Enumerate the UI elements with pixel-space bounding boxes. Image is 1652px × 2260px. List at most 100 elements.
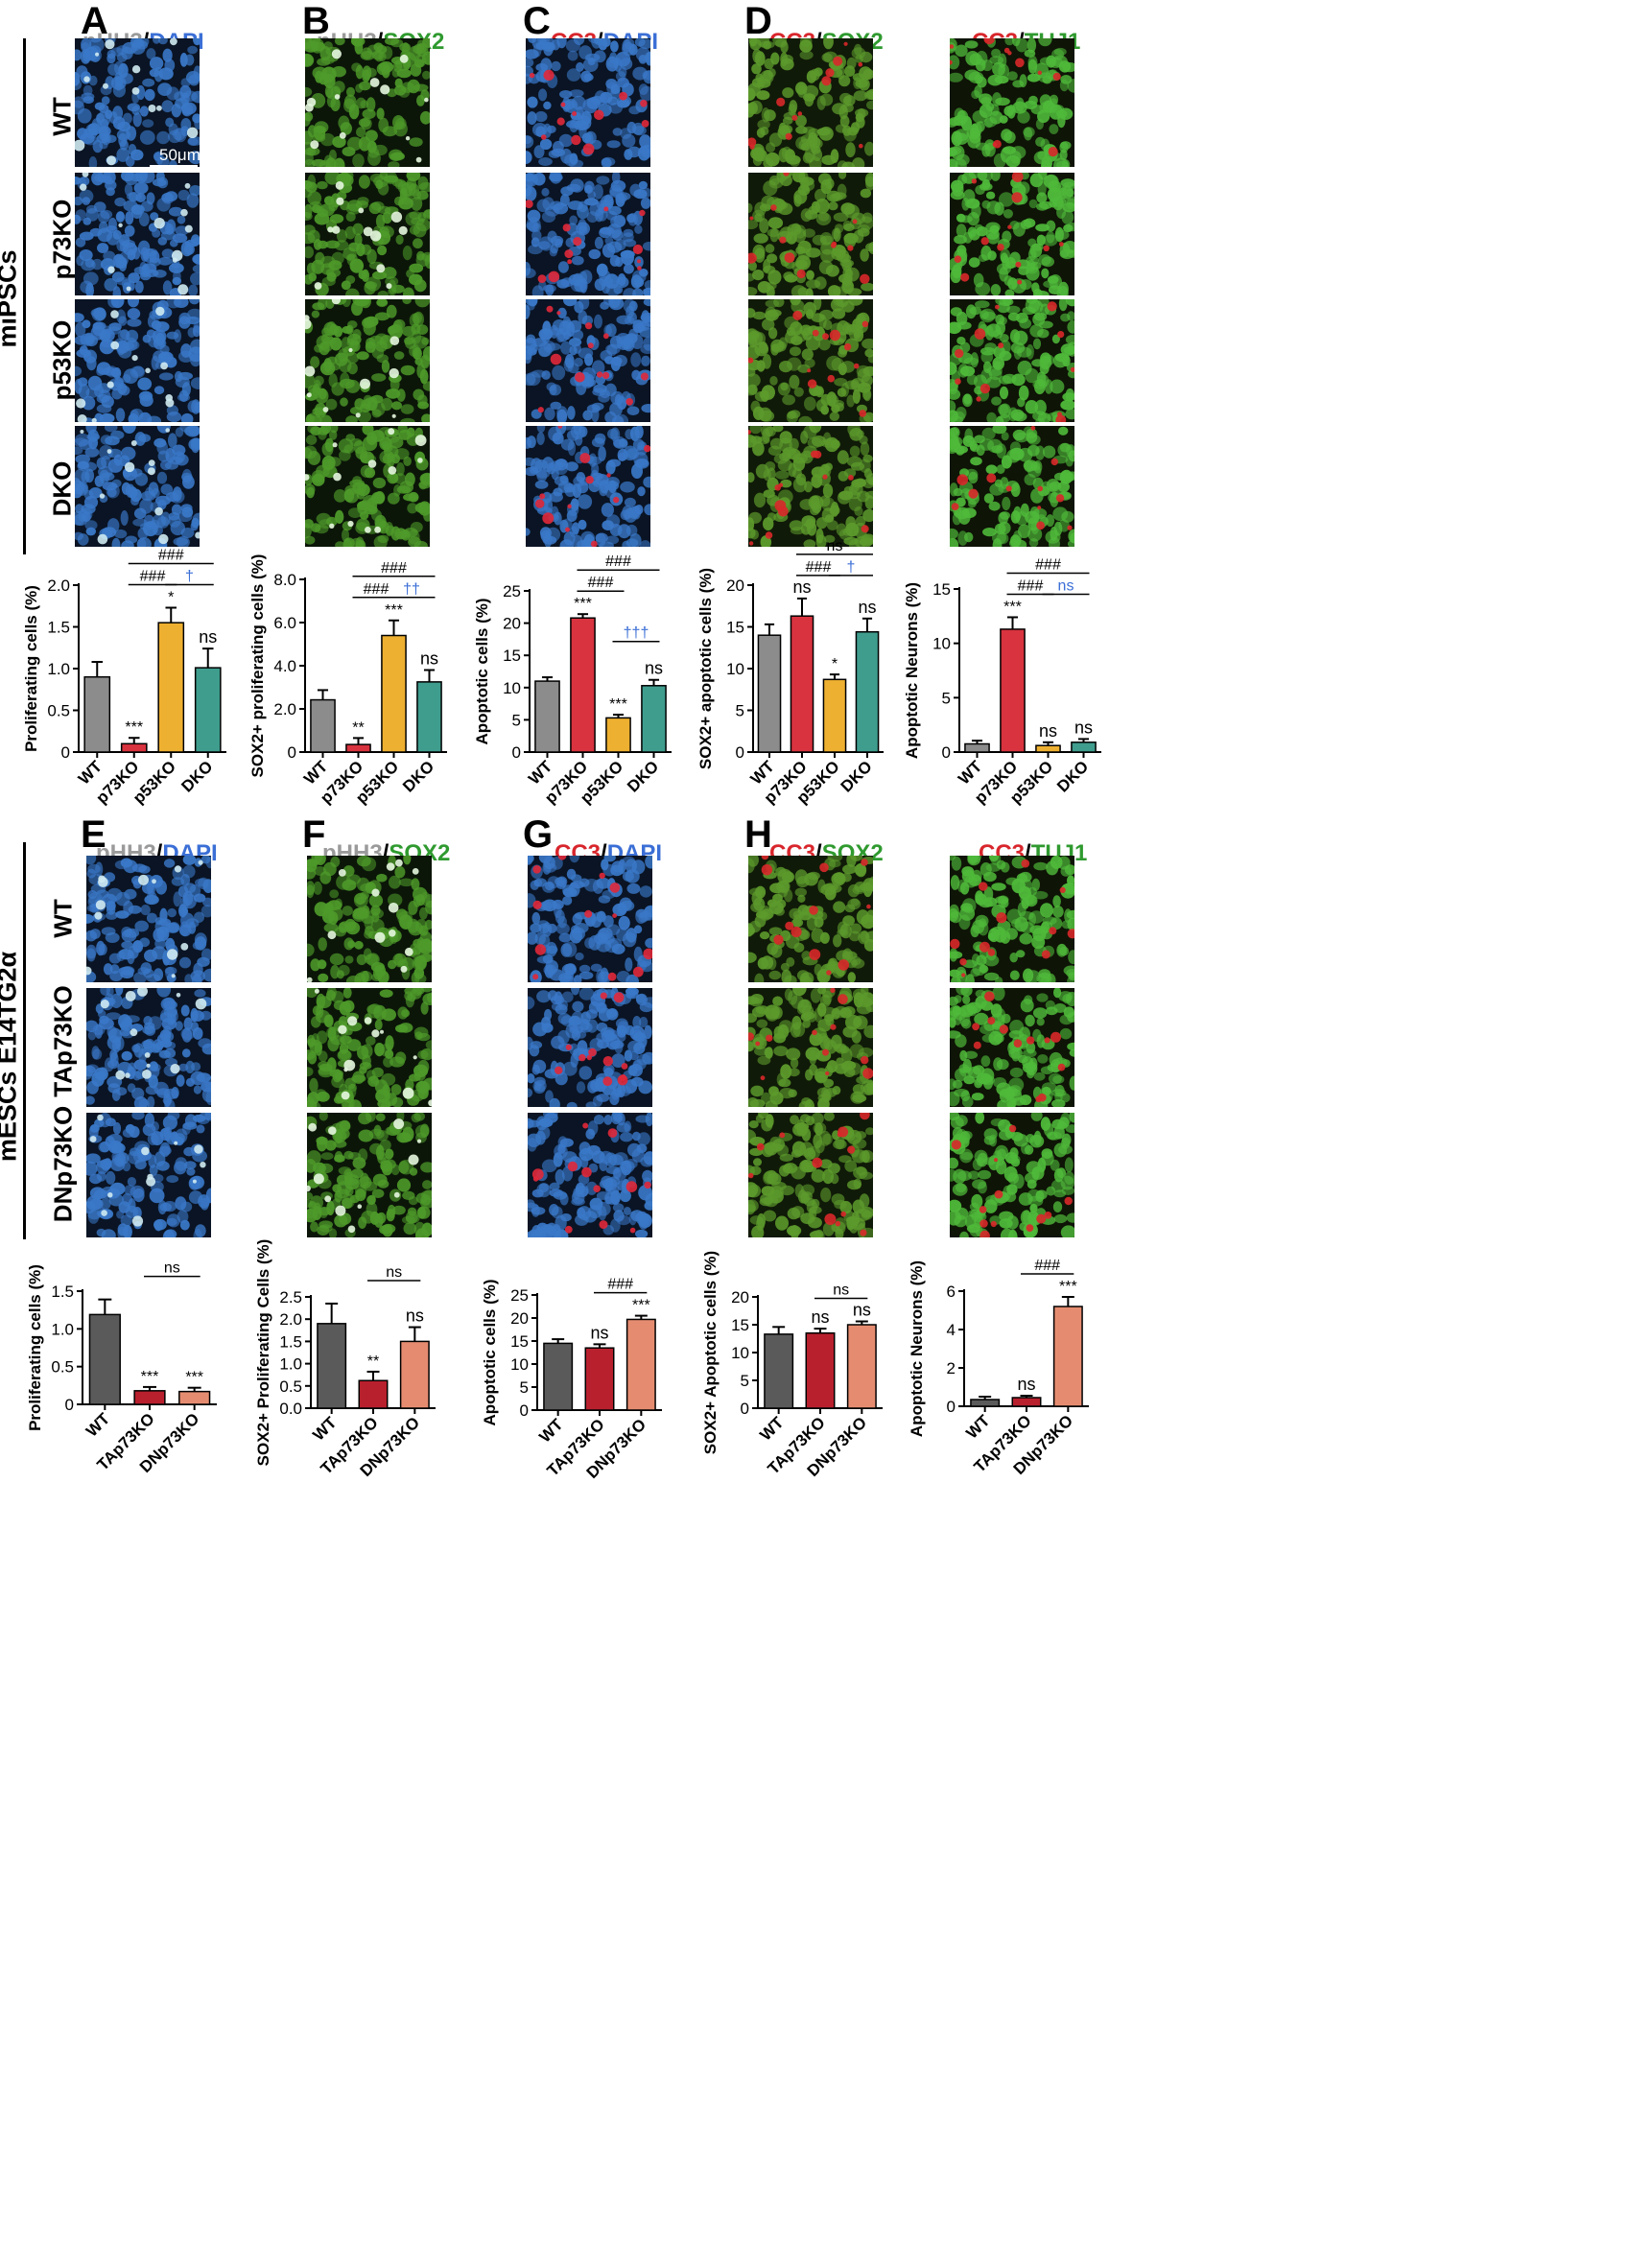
y-tick-label: 0 <box>61 743 70 762</box>
y-axis-label: SOX2+ Apoptotic cells (%) <box>701 1251 720 1454</box>
comparison-label: ### <box>1034 1258 1060 1274</box>
comparison-label: ### <box>588 575 614 591</box>
micrograph-bottom-r1-c1 <box>86 856 211 982</box>
row-label-p53ko: p53KO <box>47 319 77 401</box>
y-tick-label: 0 <box>942 743 951 762</box>
panel-letter-h: H <box>744 813 772 856</box>
y-tick-label: 5 <box>741 1372 749 1390</box>
significance-label: *** <box>1059 1279 1077 1295</box>
bar-TAp73KO <box>133 1390 166 1405</box>
bar-DNp73KO <box>625 1318 656 1411</box>
row-label-wt-bottom: WT <box>48 899 78 938</box>
micrograph-top-r3-c2 <box>305 299 430 422</box>
y-tick-label: 0.5 <box>47 702 70 720</box>
bar-TAp73KO <box>358 1379 389 1409</box>
micrograph-bottom-r2-c1 <box>86 988 211 1107</box>
bar-WT <box>764 1333 794 1409</box>
row-label-wt: WT <box>47 97 77 136</box>
row-label-dko: DKO <box>47 460 77 517</box>
micrograph-bottom-r3-c3 <box>528 1113 652 1237</box>
bar-p53KO <box>157 622 185 753</box>
x-tick-label: WT <box>75 757 106 789</box>
y-tick-label: 15 <box>503 647 521 665</box>
comparison-label: † <box>185 568 194 584</box>
y-tick-label: 2.5 <box>279 1288 302 1307</box>
bar-p53KO <box>822 678 847 753</box>
y-tick-label: 0 <box>65 1396 74 1414</box>
y-tick-label: 2.0 <box>273 700 296 718</box>
micrograph-top-r3-c1 <box>75 299 200 422</box>
y-tick-label: 1.5 <box>51 1283 74 1301</box>
bar-p73KO <box>1000 628 1026 753</box>
y-tick-label: 0 <box>741 1400 749 1418</box>
micrograph-bottom-r1-c4 <box>748 856 873 982</box>
y-tick-label: 8.0 <box>273 571 296 589</box>
micrograph-top-r2-c2 <box>305 173 430 295</box>
significance-label: *** <box>1003 599 1022 615</box>
y-tick-label: 5 <box>512 711 521 729</box>
y-tick-label: 5 <box>736 702 744 720</box>
y-tick-label: 2 <box>947 1359 956 1377</box>
y-tick-label: 0.5 <box>279 1377 302 1396</box>
micrograph-bottom-r1-c2 <box>307 856 432 982</box>
micrograph-bottom-r1-c5 <box>950 856 1074 982</box>
bar-p53KO <box>381 634 407 753</box>
y-tick-label: 25 <box>503 582 521 600</box>
group-line-bottom <box>23 842 26 1239</box>
micrograph-top-r1-c5 <box>950 38 1074 167</box>
y-tick-label: 2.0 <box>47 577 70 595</box>
significance-label: ns <box>811 1307 829 1327</box>
y-axis-label: SOX2+ proliferating cells (%) <box>248 554 267 778</box>
y-axis-label: Apoptotic Neurons (%) <box>908 1260 926 1437</box>
bar-DNp73KO <box>178 1390 211 1405</box>
y-tick-label: 6 <box>947 1283 956 1301</box>
micrograph-bottom-r2-c5 <box>950 988 1074 1107</box>
x-tick-label: DKO <box>838 757 876 795</box>
micrograph-bottom-r3-c5 <box>950 1113 1074 1237</box>
comparison-label: ns <box>386 1264 402 1281</box>
x-tick-label: WT <box>83 1409 114 1441</box>
significance-label: ns <box>1039 721 1057 741</box>
bar-DKO <box>416 681 442 753</box>
panel-letter-c: C <box>523 0 551 42</box>
bar-DKO <box>1071 742 1097 753</box>
y-tick-label: 10 <box>510 1355 529 1374</box>
y-axis-label: SOX2+ Proliferating Cells (%) <box>254 1239 272 1467</box>
significance-label: ** <box>352 719 364 736</box>
y-tick-label: 1.5 <box>279 1332 302 1351</box>
comparison-label: ### <box>140 568 166 584</box>
group-label-bottom: mESCs E14TG2α <box>0 951 22 1163</box>
y-tick-label: 20 <box>726 577 744 595</box>
micrograph-bottom-r2-c4 <box>748 988 873 1107</box>
micrograph-top-r2-c5 <box>950 173 1074 295</box>
row-label-p73ko: p73KO <box>47 199 77 280</box>
comparison-label: ns <box>164 1260 180 1277</box>
panel-letter-g: G <box>523 813 554 856</box>
comparison-label: ns <box>833 1283 849 1299</box>
y-tick-label: 6.0 <box>273 614 296 632</box>
bar-WT <box>317 1323 347 1409</box>
micrograph-top-r1-c2 <box>305 38 430 167</box>
bar-DKO <box>855 630 880 753</box>
micrograph-top-r3-c5 <box>950 299 1074 422</box>
micrograph-top-r2-c4 <box>748 173 873 295</box>
y-tick-label: 1.0 <box>51 1320 74 1338</box>
micrograph-top-r3-c3 <box>526 299 650 422</box>
comparison-label: ns <box>1058 577 1074 594</box>
comparison-label: ### <box>381 560 407 577</box>
y-tick-label: 15 <box>731 1316 749 1334</box>
y-tick-label: 20 <box>731 1288 749 1307</box>
bar-p53KO <box>1035 744 1061 753</box>
y-axis-label: Proliferating cells (%) <box>26 1264 44 1431</box>
y-tick-label: 0.5 <box>51 1358 74 1377</box>
significance-label: ns <box>792 577 811 597</box>
y-tick-label: 10 <box>731 1344 749 1362</box>
significance-label: ns <box>199 627 217 647</box>
micrograph-bottom-r2-c2 <box>307 988 432 1107</box>
significance-label: *** <box>385 602 403 619</box>
y-axis-label: Apoptotic cells (%) <box>473 598 491 744</box>
y-tick-label: 0 <box>520 1401 529 1420</box>
x-tick-label: WT <box>756 1413 788 1445</box>
